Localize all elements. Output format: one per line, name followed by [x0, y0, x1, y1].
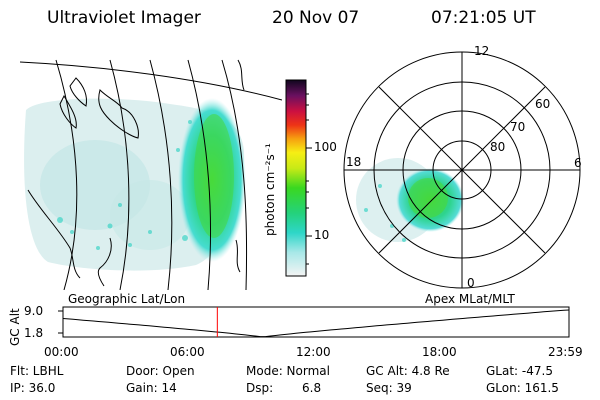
status-seq: Seq: 39: [366, 381, 412, 395]
status-gain: Gain: 14: [126, 381, 177, 395]
lat-label-60: 60: [535, 97, 551, 111]
orbit-tick-0000: 00:00: [44, 345, 79, 359]
mlt-label-18: 18: [346, 155, 362, 169]
lat-label-80: 80: [490, 140, 506, 154]
status-mode: Mode: Normal: [246, 364, 330, 378]
orbit-ymax: 9.0: [24, 304, 44, 318]
orbit-ymin: 1.8: [24, 326, 44, 340]
mlt-label-0: 0: [467, 276, 475, 290]
date-label: 20 Nov 07: [272, 8, 360, 28]
instrument-title: Ultraviolet Imager: [47, 8, 201, 28]
orbit-altitude-curve: [62, 309, 570, 338]
status-door: Door: Open: [126, 364, 195, 378]
orbit-tick-2359: 23:59: [548, 345, 583, 359]
mlt-label-6: 6: [574, 156, 582, 170]
colorbar-ticks: [306, 93, 312, 265]
status-glat: GLat: -47.5: [486, 364, 553, 378]
colorbar: [285, 79, 307, 277]
colorbar-unit-label: photon cm⁻²s⁻¹: [263, 143, 277, 236]
time-label: 07:21:05 UT: [431, 8, 536, 28]
polar-image: [356, 158, 464, 242]
orbit-tick-0600: 06:00: [170, 345, 205, 359]
lat-label-70: 70: [510, 120, 526, 134]
geographic-image: [20, 59, 282, 290]
mlt-label-12: 12: [474, 44, 490, 58]
apex-panel-label: Apex MLat/MLT: [425, 292, 515, 306]
orbit-ylabel: GC Alt: [8, 308, 22, 346]
colorbar-tick-100: 100: [314, 140, 337, 154]
geographic-panel-label: Geographic Lat/Lon: [68, 292, 186, 306]
status-gc-alt: GC Alt: 4.8 Re: [366, 364, 450, 378]
orbit-tick-1800: 18:00: [422, 345, 457, 359]
orbit-tick-1200: 12:00: [296, 345, 331, 359]
polar-grid: [343, 51, 581, 289]
colorbar-tick-10: 10: [314, 228, 330, 242]
status-glon: GLon: 161.5: [486, 381, 559, 395]
status-dsp-value: 6.8: [302, 381, 322, 395]
status-filter: Flt: LBHL: [10, 364, 64, 378]
orbit-axis-ticks: [58, 310, 63, 334]
status-dsp-label: Dsp:: [246, 381, 274, 395]
orbit-frame: [62, 306, 570, 338]
status-ip: IP: 36.0: [10, 381, 56, 395]
